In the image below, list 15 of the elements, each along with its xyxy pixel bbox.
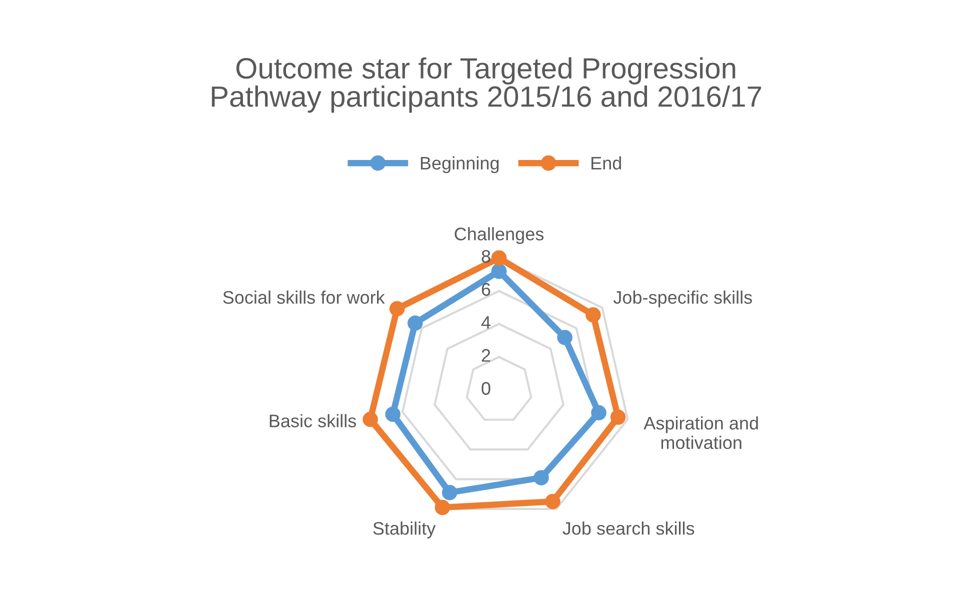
y-tick-label: 6 (482, 283, 490, 296)
y-tick-label: 8 (482, 250, 490, 263)
y-tick-label: 0 (482, 382, 490, 395)
y-tick-label: 4 (481, 316, 490, 329)
legend-label: End (592, 156, 621, 170)
spoke-label: Job search skills (562, 522, 694, 535)
spoke-label: Stability (373, 522, 436, 538)
spoke-label: Social skills for work (223, 290, 385, 304)
spoke-label: Challenges (454, 227, 544, 244)
spoke-label: Aspiration and motivation (644, 416, 758, 450)
spoke-label: Basic skills (270, 414, 356, 428)
legend-label: Beginning (420, 156, 499, 174)
y-tick-label: 2 (482, 349, 490, 362)
spoke-label: Job-specific skills (613, 290, 752, 308)
chart-title: Outcome star for Targeted Progression Pathway participants 2015/16 and 2016/17 (212, 57, 762, 113)
